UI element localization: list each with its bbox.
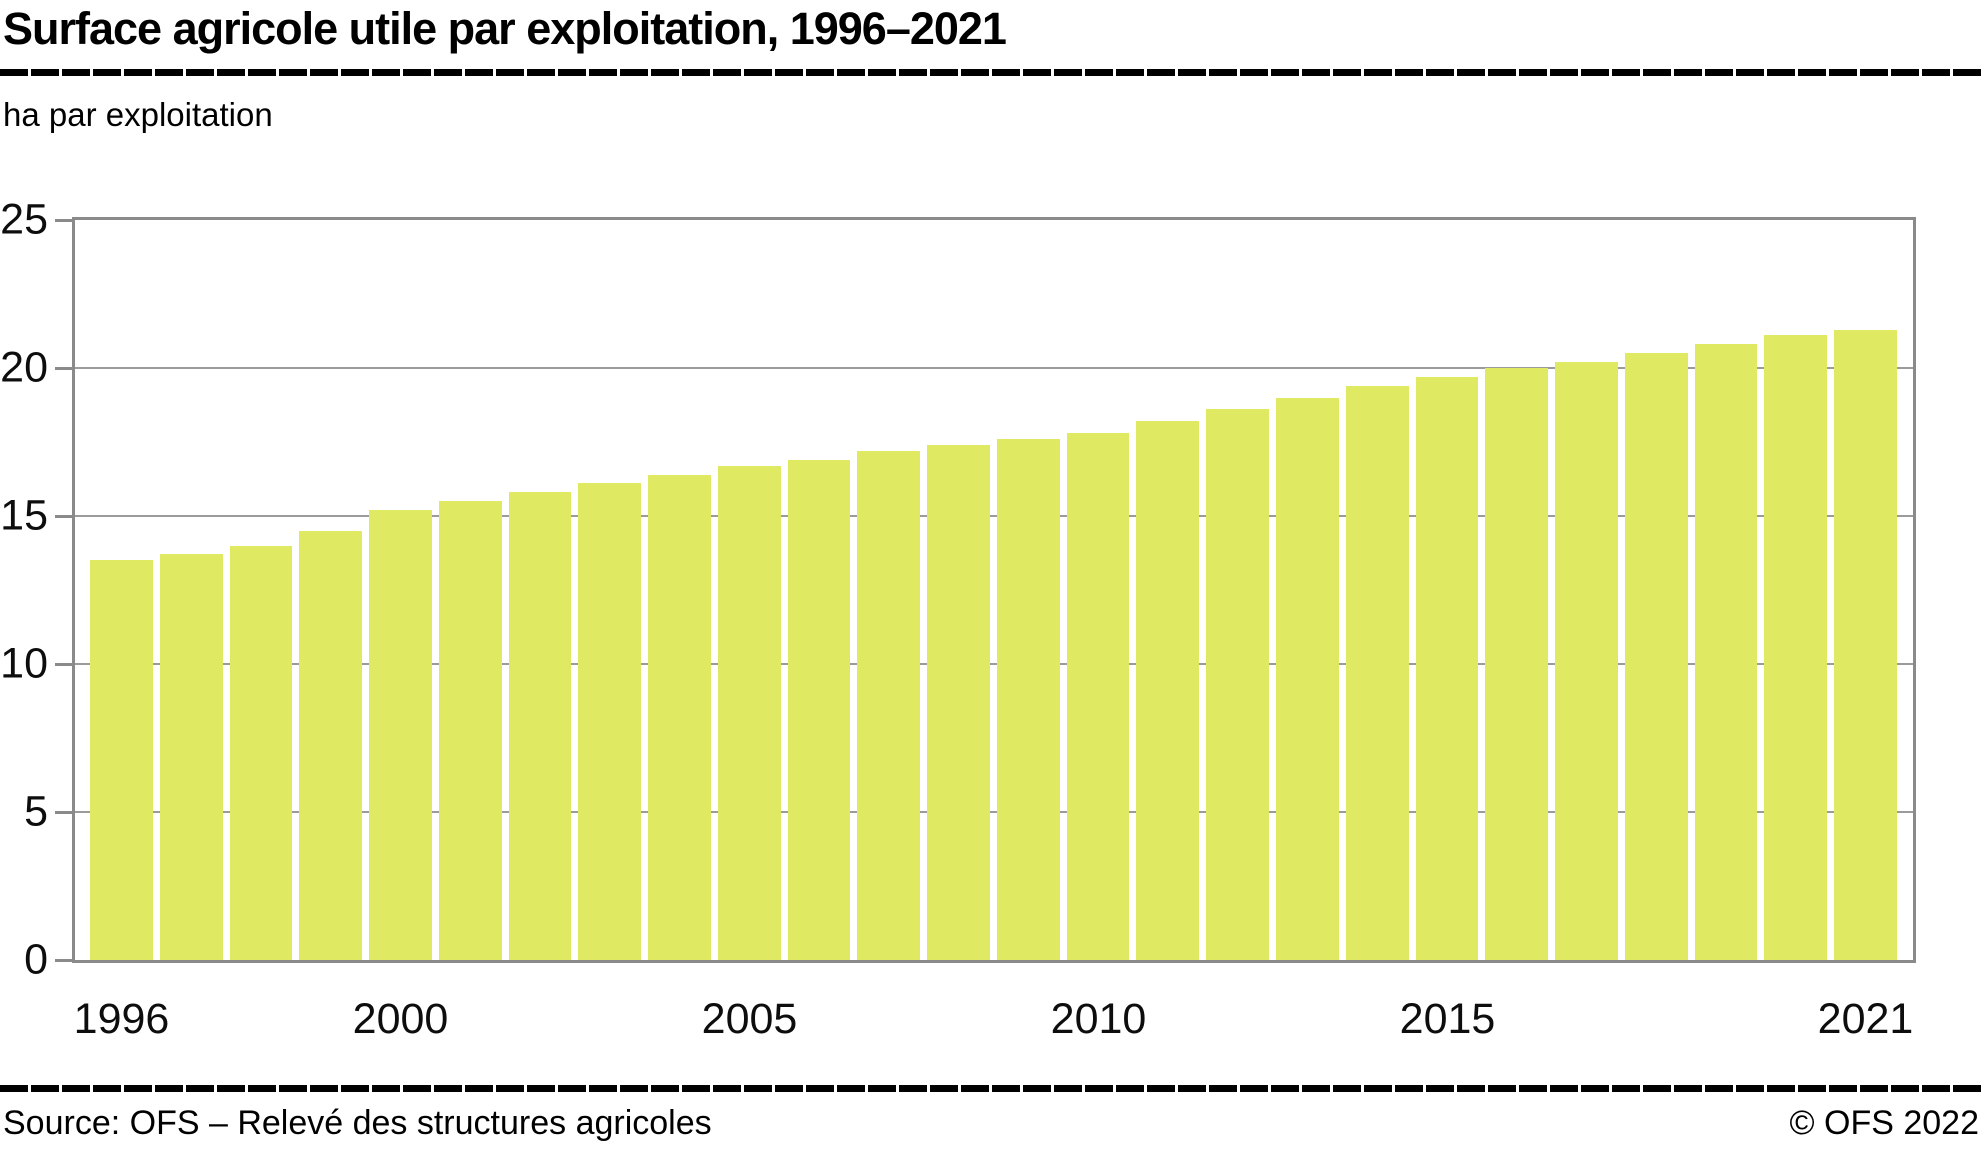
y-axis-tick-20 (55, 366, 72, 370)
y-axis-label-25: 25 (0, 195, 48, 244)
bar-2016 (1485, 368, 1549, 960)
bar-2006 (787, 459, 851, 960)
source-note: Source: OFS – Relevé des structures agri… (3, 1104, 712, 1142)
bar-2015 (1415, 376, 1479, 960)
bar-2020 (1764, 335, 1828, 960)
x-axis-label-2000: 2000 (352, 995, 449, 1043)
y-axis-tick-15 (55, 514, 72, 518)
y-axis-label-15: 15 (0, 491, 48, 540)
x-axis-label-2010: 2010 (1050, 995, 1147, 1043)
bar-2012 (1206, 409, 1270, 960)
bar-2018 (1624, 353, 1688, 960)
bar-1996 (90, 560, 153, 960)
y-axis-label-5: 5 (24, 787, 48, 836)
y-axis-unit-label: ha par exploitation (3, 96, 273, 133)
bar-2017 (1555, 362, 1618, 960)
y-axis-label-0: 0 (24, 935, 48, 984)
plot-area: 0 5 10 15 20 25 (0, 198, 1916, 981)
bar-1997 (159, 554, 223, 960)
bar-1998 (229, 545, 293, 960)
bar-2005 (717, 465, 781, 960)
footer-separator-dashed-rule (0, 1085, 1983, 1092)
y-axis-tick-25 (55, 218, 72, 222)
bar-2007 (857, 450, 921, 960)
bar-2001 (438, 501, 502, 960)
x-axis-label-1996: 1996 (73, 995, 170, 1043)
y-axis-tick-5 (55, 810, 72, 814)
copyright-note: © OFS 2022 (1789, 1104, 1979, 1142)
bar-2019 (1694, 344, 1758, 960)
bar-2003 (578, 483, 642, 960)
y-axis-label-10: 10 (0, 639, 48, 688)
y-axis-tick-0 (55, 958, 72, 962)
gridline-15 (75, 515, 1913, 517)
bar-2000 (369, 510, 432, 960)
bar-2008 (927, 444, 990, 960)
bar-2004 (648, 474, 711, 960)
gridline-20 (75, 367, 1913, 369)
bars-container (75, 220, 1913, 960)
chart-title: Surface agricole utile par exploitation,… (3, 3, 1007, 54)
x-axis-label-2021: 2021 (1817, 995, 1914, 1043)
x-axis-label-2015: 2015 (1399, 995, 1496, 1043)
y-axis-label-20: 20 (0, 343, 48, 392)
title-separator-dashed-rule (0, 69, 1983, 76)
x-axis-labels-layer: 1996 2000 2005 2010 2015 2021 (72, 998, 1916, 1050)
x-axis-label-2005: 2005 (701, 995, 798, 1043)
bar-2014 (1345, 385, 1409, 960)
bar-2011 (1136, 421, 1200, 960)
y-axis-tick-10 (55, 662, 72, 666)
bar-1999 (299, 530, 363, 960)
bar-2021 (1834, 329, 1897, 960)
gridline-5 (75, 811, 1913, 813)
bar-2002 (508, 492, 572, 960)
bar-2013 (1276, 397, 1339, 960)
bar-2009 (996, 439, 1060, 960)
gridline-10 (75, 663, 1913, 665)
bar-2010 (1066, 433, 1130, 960)
